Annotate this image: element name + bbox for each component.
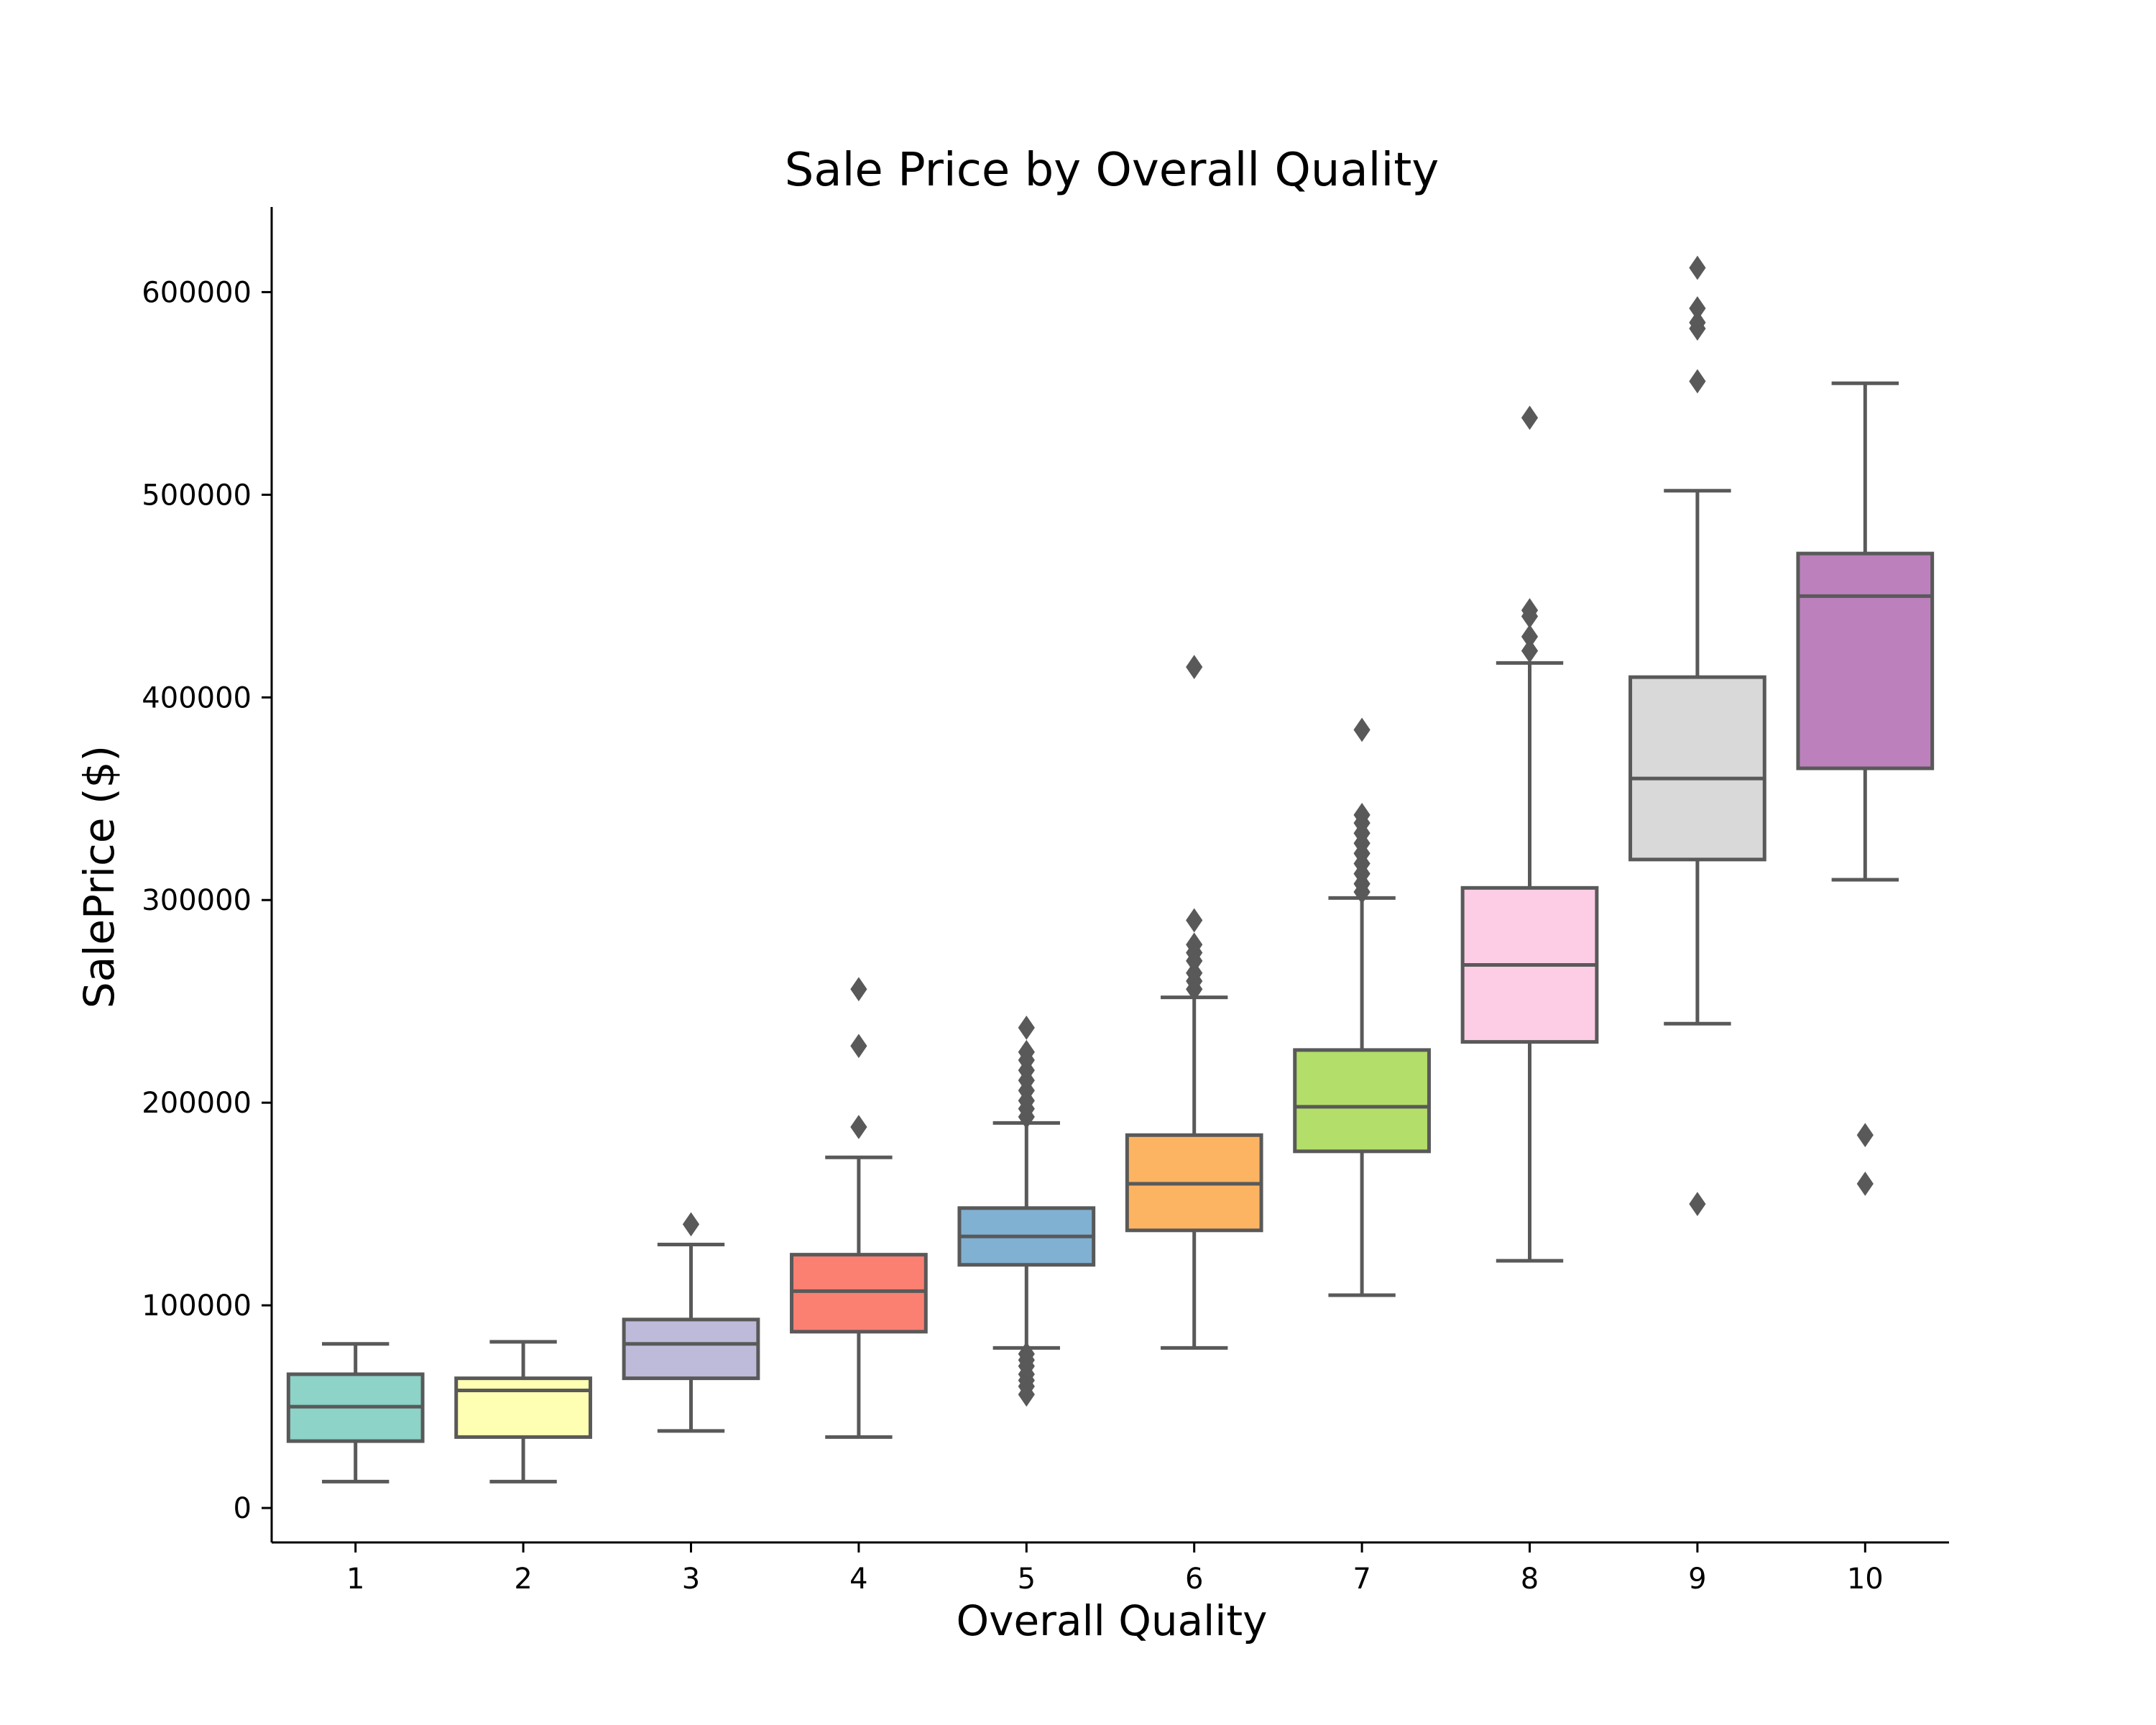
x-tick-label: 9 [1688, 1563, 1706, 1596]
y-tick-label: 100000 [142, 1289, 252, 1322]
box-7 [1293, 1048, 1431, 1154]
outlier-point [1018, 1039, 1035, 1064]
x-tick-label: 4 [849, 1563, 867, 1596]
x-tick-label: 2 [514, 1563, 532, 1596]
outlier-point [1353, 717, 1370, 742]
outlier-point [1689, 296, 1706, 321]
x-tick-label: 8 [1521, 1563, 1539, 1596]
outlier-point [1018, 1015, 1035, 1040]
outlier-point [1186, 960, 1203, 985]
y-tick-label: 200000 [142, 1087, 252, 1120]
plot-area: 0 100000 200000 300000 400000 500000 600000 1 2 3… [142, 207, 1949, 1596]
outlier-point [1521, 405, 1539, 431]
y-tick-label: 600000 [142, 276, 252, 309]
outlier-point [1521, 624, 1539, 649]
outlier-point [1186, 908, 1203, 933]
outlier-point [850, 977, 867, 1002]
outlier-point [682, 1212, 700, 1237]
box-4 [790, 1253, 928, 1334]
outlier-point [1353, 802, 1370, 827]
y-tick-label: 0 [234, 1492, 252, 1525]
outlier-point [1186, 932, 1203, 957]
x-tick-label: 10 [1847, 1563, 1884, 1596]
outlier-point [1689, 369, 1706, 394]
outlier-point [1689, 1192, 1706, 1217]
outlier-point [1521, 598, 1539, 622]
box-9 [1628, 675, 1766, 862]
outlier-point [850, 1115, 867, 1139]
x-tick-label: 5 [1018, 1563, 1036, 1596]
y-tick-label: 300000 [142, 884, 252, 917]
box-2 [454, 1376, 592, 1439]
outlier-point [1856, 1172, 1874, 1196]
x-tick-label: 6 [1185, 1563, 1203, 1596]
box-3 [622, 1317, 760, 1381]
outlier-point [1186, 655, 1203, 679]
outlier-point [1689, 310, 1706, 335]
x-tick-label: 3 [682, 1563, 700, 1596]
outlier-point [1521, 638, 1539, 663]
x-axis-label: Overall Quality [957, 1596, 1268, 1645]
outlier-point [1856, 1123, 1874, 1148]
x-tick-label: 1 [346, 1563, 364, 1596]
box-10 [1796, 551, 1935, 770]
chart-title: Sale Price by Overall Quality [785, 144, 1439, 197]
x-tick-label: 7 [1353, 1563, 1370, 1596]
outlier-point [850, 1034, 867, 1059]
y-axis-label: SalePrice ($) [75, 745, 124, 1008]
y-tick-label: 500000 [142, 479, 252, 512]
outlier-point [1689, 255, 1706, 280]
outlier-point [1018, 1341, 1035, 1366]
y-tick-label: 400000 [142, 681, 252, 714]
